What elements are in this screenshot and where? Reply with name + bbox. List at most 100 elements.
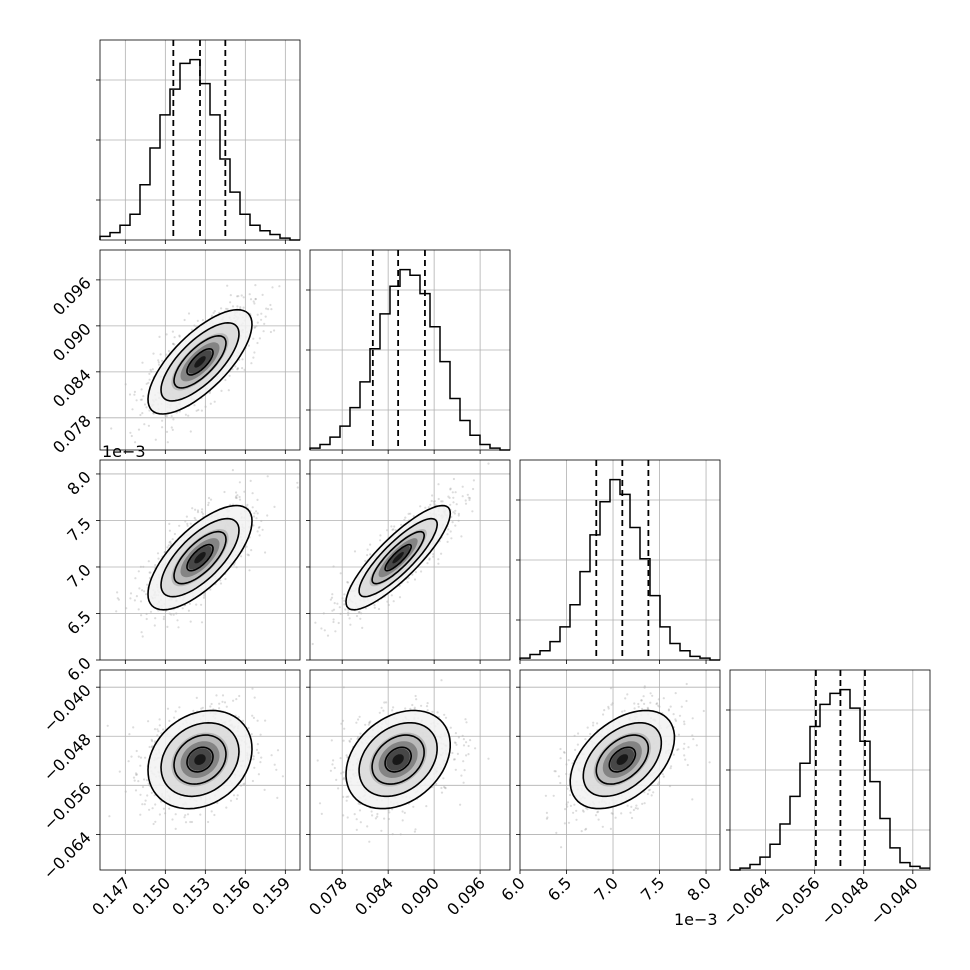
sample-point — [245, 545, 248, 548]
sample-point — [419, 505, 422, 508]
sample-point — [150, 791, 153, 795]
sample-point — [157, 359, 160, 362]
sample-point — [331, 763, 334, 766]
sample-point — [641, 802, 644, 806]
sample-point — [154, 803, 157, 806]
sample-point — [131, 408, 134, 411]
sample-point — [695, 744, 698, 747]
sample-point — [355, 721, 358, 724]
sample-point — [158, 335, 161, 338]
sample-point — [428, 558, 431, 561]
sample-point — [466, 493, 469, 496]
sample-point — [461, 485, 464, 488]
sample-point — [451, 491, 454, 494]
sample-point — [437, 562, 440, 565]
sample-point — [339, 572, 342, 575]
sample-point — [469, 739, 472, 742]
sample-point — [144, 756, 147, 759]
sample-point — [187, 312, 191, 315]
sample-point — [487, 757, 490, 760]
sample-point — [135, 773, 138, 776]
sample-point — [145, 779, 149, 782]
sample-point — [446, 533, 449, 536]
sample-point — [464, 499, 467, 502]
sample-point — [452, 496, 455, 499]
sample-point — [240, 294, 243, 297]
sample-point — [139, 413, 142, 417]
sample-point — [135, 773, 139, 776]
sample-point — [425, 705, 429, 708]
sample-point — [390, 525, 393, 528]
sample-point — [193, 516, 196, 520]
sample-point — [140, 631, 143, 634]
sample-point — [385, 701, 388, 704]
sample-point — [376, 812, 379, 816]
sample-point — [355, 828, 358, 832]
sample-point — [141, 785, 145, 789]
sample-point — [184, 821, 188, 824]
sample-point — [345, 795, 348, 799]
sample-point — [366, 548, 369, 551]
sample-point — [221, 694, 225, 697]
sample-point — [215, 694, 218, 697]
sample-point — [187, 414, 190, 417]
sample-point — [353, 813, 356, 816]
sample-point — [149, 571, 152, 574]
sample-point — [236, 295, 239, 298]
sample-point — [178, 335, 181, 338]
sample-point — [148, 571, 151, 574]
sample-point — [278, 285, 281, 288]
sample-point — [428, 557, 431, 560]
sample-point — [420, 704, 423, 707]
sample-point — [166, 546, 169, 549]
sample-point — [326, 634, 330, 637]
sample-point — [146, 794, 149, 797]
sample-point — [329, 769, 332, 772]
sample-point — [235, 491, 238, 494]
sample-point — [236, 305, 239, 308]
sample-point — [463, 769, 466, 772]
sample-point — [346, 581, 350, 584]
sample-point — [437, 558, 440, 561]
sample-point — [276, 796, 279, 800]
sample-point — [262, 330, 265, 333]
sample-point — [154, 820, 157, 823]
sample-point — [172, 342, 175, 345]
sample-point — [464, 502, 468, 505]
sample-point — [369, 553, 372, 556]
sample-point — [149, 368, 152, 371]
sample-point — [172, 613, 175, 616]
sample-point — [158, 724, 161, 727]
sample-point — [261, 293, 264, 296]
sample-point — [269, 330, 272, 334]
sample-point — [165, 430, 169, 433]
sample-point — [256, 512, 259, 515]
sample-point — [251, 779, 254, 783]
sample-point — [343, 603, 346, 606]
sample-point — [257, 773, 260, 776]
sample-point — [467, 744, 470, 748]
sample-point — [235, 496, 238, 500]
sample-point — [238, 694, 241, 698]
sample-point — [264, 315, 267, 318]
sample-point — [461, 495, 464, 498]
sample-point — [186, 813, 190, 816]
sample-point — [139, 756, 143, 759]
sample-point — [148, 378, 151, 381]
sample-point — [411, 703, 414, 707]
sample-point — [391, 808, 394, 811]
sample-point — [563, 822, 567, 825]
sample-point — [621, 710, 624, 713]
sample-point — [240, 555, 243, 558]
sample-point — [357, 718, 360, 721]
sample-point — [143, 778, 146, 781]
sample-point — [345, 799, 348, 802]
sample-point — [263, 788, 266, 792]
sample-point — [153, 794, 156, 797]
sample-point — [370, 810, 373, 813]
sample-point — [392, 528, 395, 531]
sample-point — [238, 498, 242, 501]
sample-point — [620, 812, 623, 815]
sample-point — [253, 696, 256, 699]
sample-point — [229, 799, 233, 802]
